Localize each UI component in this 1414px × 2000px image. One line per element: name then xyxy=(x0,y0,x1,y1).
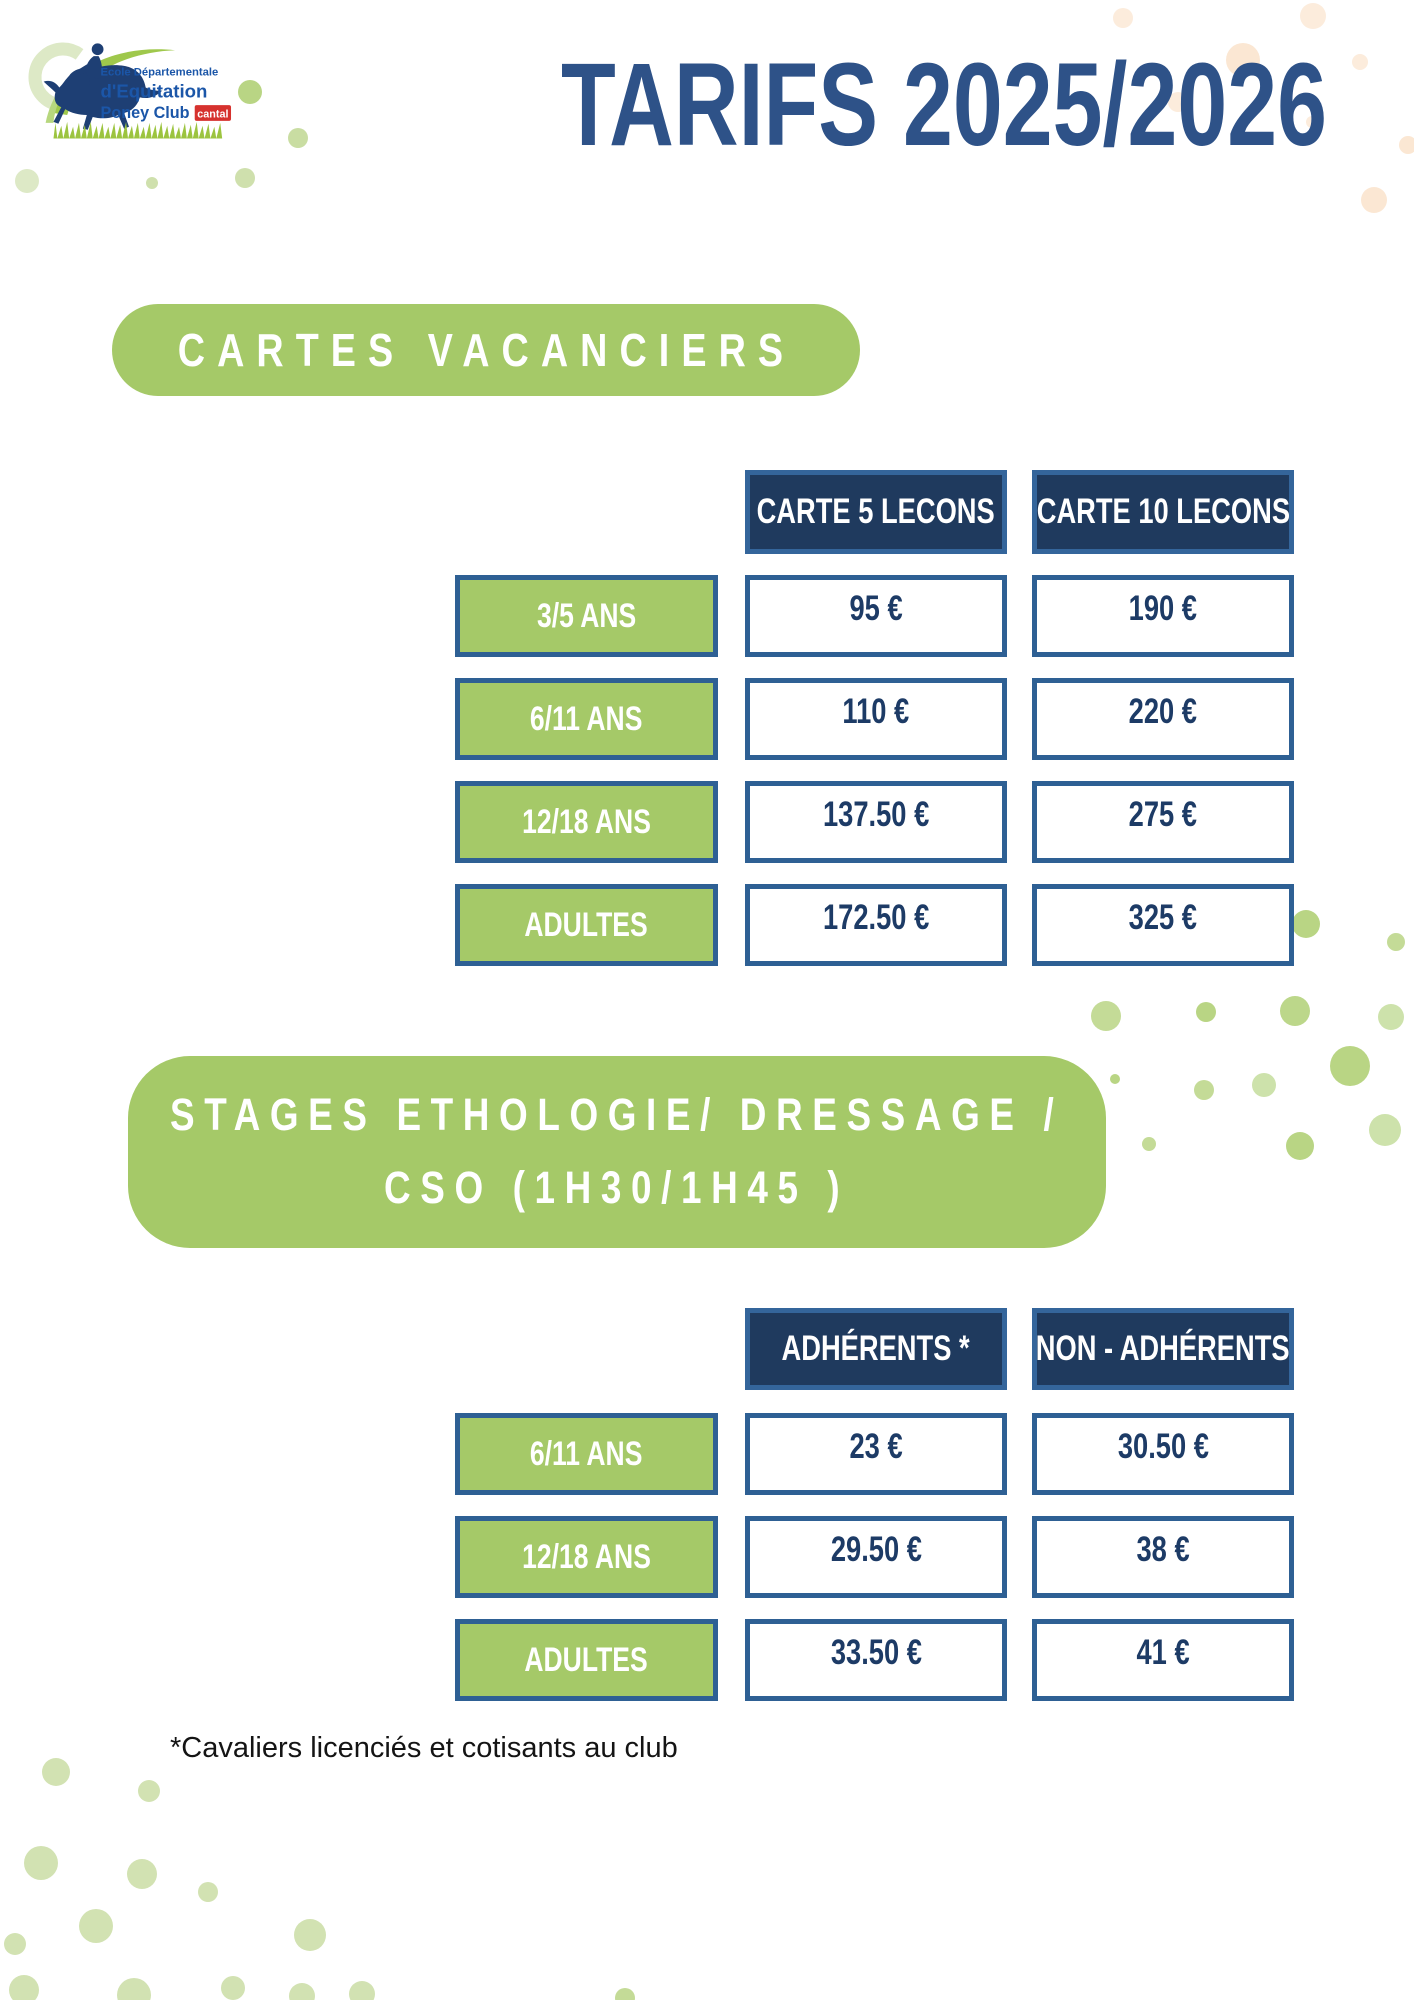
table2-value-12-18-non-adherents: 38 € xyxy=(1032,1516,1294,1598)
logo-badge-label: cantal xyxy=(197,108,228,120)
table2-header-non-adherents: NON - ADHÉRENTS xyxy=(1032,1308,1294,1390)
table2-row-label-adultes: ADULTES xyxy=(455,1619,718,1701)
price-text: 23 € xyxy=(849,1427,903,1466)
table1-value-adultes-carte10: 325 € xyxy=(1032,884,1294,966)
price-text: 95 € xyxy=(849,589,903,628)
section-heading-stages: STAGES ETHOLOGIE/ DRESSAGE / CSO (1H30/1… xyxy=(128,1056,1106,1248)
row-label-text: 6/11 ANS xyxy=(530,1434,643,1473)
row-label-text: ADULTES xyxy=(524,1640,649,1679)
table2-header-adherents-text: ADHÉRENTS * xyxy=(781,1329,971,1368)
table1-value-3-5-carte5: 95 € xyxy=(745,575,1007,657)
logo-line3: Poney Club xyxy=(101,104,190,122)
stages-heading-line2: CSO (1H30/1H45 ) xyxy=(384,1162,850,1213)
logo-line1: Ecole Départementale xyxy=(101,67,219,79)
price-text: 41 € xyxy=(1136,1633,1190,1672)
price-text: 190 € xyxy=(1128,589,1198,628)
price-text: 110 € xyxy=(842,692,910,731)
table2-value-6-11-adherents: 23 € xyxy=(745,1413,1007,1495)
rider-body-icon xyxy=(77,56,103,93)
price-text: 38 € xyxy=(1136,1530,1190,1569)
row-label-text: 6/11 ANS xyxy=(530,699,643,738)
table1-row-label-12-18-ans: 12/18 ANS xyxy=(455,781,718,863)
price-text: 325 € xyxy=(1128,898,1198,937)
price-text: 220 € xyxy=(1128,692,1198,731)
rider-head-icon xyxy=(91,43,104,56)
table1-value-6-11-carte5: 110 € xyxy=(745,678,1007,760)
table2-header-non-adherents-text: NON - ADHÉRENTS xyxy=(1036,1329,1290,1368)
page-title: TARIFS 2025/2026 xyxy=(440,39,1410,171)
table1-row-label-3-5-ans: 3/5 ANS xyxy=(455,575,718,657)
table1-value-12-18-carte5: 137.50 € xyxy=(745,781,1007,863)
page-title-text: TARIFS 2025/2026 xyxy=(560,39,1327,171)
table2-row-label-6-11-ans: 6/11 ANS xyxy=(455,1413,718,1495)
table2-value-adultes-adherents: 33.50 € xyxy=(745,1619,1007,1701)
stages-heading-line1: STAGES ETHOLOGIE/ DRESSAGE / xyxy=(170,1089,1064,1141)
table1-value-12-18-carte10: 275 € xyxy=(1032,781,1294,863)
table2-value-adultes-non-adherents: 41 € xyxy=(1032,1619,1294,1701)
logo-line2: d'Equitation xyxy=(101,80,208,101)
club-logo-graphic: Ecole Départementale d'Equitation Poney … xyxy=(43,43,232,139)
logo-swoosh-echo xyxy=(45,69,83,123)
price-text: 172.50 € xyxy=(822,898,930,937)
row-label-text: 12/18 ANS xyxy=(522,1537,651,1576)
club-logo: Ecole Départementale d'Equitation Poney … xyxy=(26,36,232,140)
table1-header-carte5: CARTE 5 LECONS xyxy=(745,470,1007,554)
table1-value-adultes-carte5: 172.50 € xyxy=(745,884,1007,966)
price-text: 30.50 € xyxy=(1117,1427,1209,1466)
table1-row-label-adultes: ADULTES xyxy=(455,884,718,966)
price-text: 33.50 € xyxy=(830,1633,922,1672)
row-label-text: 12/18 ANS xyxy=(522,802,651,841)
logo-badge-box xyxy=(194,105,232,121)
table1-value-3-5-carte10: 190 € xyxy=(1032,575,1294,657)
table1-header-carte5-text: CARTE 5 LECONS xyxy=(756,492,996,531)
footnote: *Cavaliers licenciés et cotisants au clu… xyxy=(170,1732,678,1764)
table1-row-label-6-11-ans: 6/11 ANS xyxy=(455,678,718,760)
table1-header-carte10-text: CARTE 10 LECONS xyxy=(1036,492,1290,531)
horse-silhouette-icon xyxy=(43,65,163,130)
table2-header-adherents: ADHÉRENTS * xyxy=(745,1308,1007,1390)
logo-grass xyxy=(53,121,223,139)
price-text: 29.50 € xyxy=(830,1530,922,1569)
table2-value-6-11-non-adherents: 30.50 € xyxy=(1032,1413,1294,1495)
table1-value-6-11-carte10: 220 € xyxy=(1032,678,1294,760)
section-heading-cartes-vacanciers: CARTES VACANCIERS xyxy=(112,304,860,396)
price-text: 275 € xyxy=(1128,795,1198,834)
table2-row-label-12-18-ans: 12/18 ANS xyxy=(455,1516,718,1598)
table2-value-12-18-adherents: 29.50 € xyxy=(745,1516,1007,1598)
table1-header-carte10: CARTE 10 LECONS xyxy=(1032,470,1294,554)
row-label-text: 3/5 ANS xyxy=(536,596,637,635)
row-label-text: ADULTES xyxy=(524,905,649,944)
price-text: 137.50 € xyxy=(822,795,930,834)
section-heading-text: CARTES VACANCIERS xyxy=(177,324,795,376)
